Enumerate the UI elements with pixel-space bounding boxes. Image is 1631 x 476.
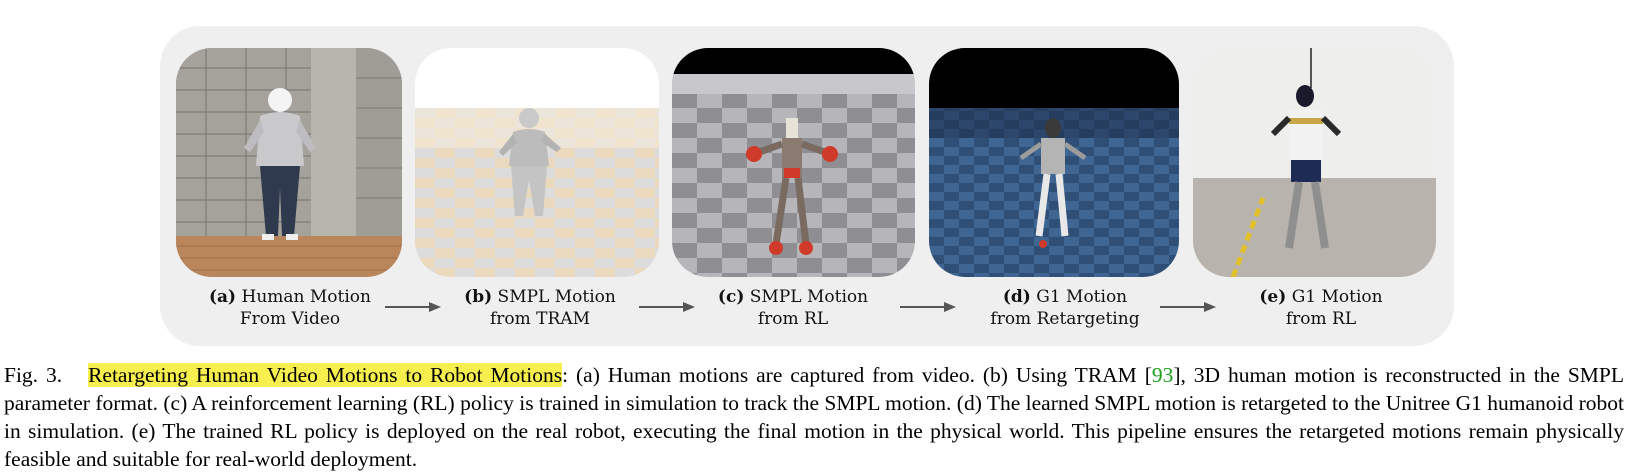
g1-real-robot-photo	[1193, 48, 1436, 277]
caption-text-1: : (a) Human motions are captured from vi…	[562, 363, 1152, 387]
arrow-right-icon	[639, 302, 695, 312]
smpl-rl-sim-render	[672, 48, 915, 277]
arrow-right-icon	[900, 302, 956, 312]
citation-link[interactable]: 93	[1151, 363, 1174, 387]
figure-caption: Fig. 3. Retargeting Human Video Motions t…	[4, 361, 1624, 473]
g1-retargeting-render	[929, 48, 1179, 277]
panel-label-b: (b) SMPL Motion from TRAM	[464, 287, 616, 329]
smpl-tram-render	[415, 48, 659, 277]
caption-text-2: ], 3D human motion is reconstructed in t…	[4, 363, 1625, 471]
arrow-right-icon	[1160, 302, 1216, 312]
arrow-right-icon	[385, 302, 441, 312]
panel-label-e: (e) G1 Motion from RL	[1259, 287, 1383, 329]
caption-title: Retargeting Human Video Motions to Robot…	[88, 363, 563, 387]
panel-label-d: (d) G1 Motion from Retargeting	[990, 287, 1140, 329]
human-video-image	[176, 48, 402, 277]
panel-label-a: (a) Human Motion From Video	[209, 287, 371, 329]
figure-number: Fig. 3.	[4, 363, 63, 387]
panel-label-c: (c) SMPL Motion from RL	[717, 287, 869, 329]
